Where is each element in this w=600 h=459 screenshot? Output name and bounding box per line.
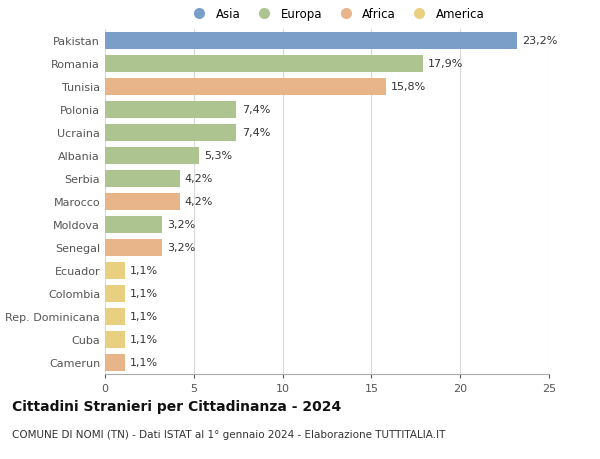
Bar bbox=[105, 125, 236, 141]
Text: 1,1%: 1,1% bbox=[130, 335, 158, 345]
Text: 23,2%: 23,2% bbox=[523, 36, 558, 46]
Text: 15,8%: 15,8% bbox=[391, 82, 426, 92]
Bar bbox=[105, 217, 162, 233]
Text: 5,3%: 5,3% bbox=[205, 151, 233, 161]
Bar bbox=[105, 194, 179, 210]
Text: 1,1%: 1,1% bbox=[130, 358, 158, 368]
Text: 7,4%: 7,4% bbox=[242, 105, 270, 115]
Bar bbox=[105, 331, 125, 348]
Text: 1,1%: 1,1% bbox=[130, 289, 158, 299]
Bar bbox=[105, 102, 236, 118]
Bar bbox=[105, 354, 125, 371]
Text: 7,4%: 7,4% bbox=[242, 128, 270, 138]
Bar bbox=[105, 56, 423, 73]
Text: Cittadini Stranieri per Cittadinanza - 2024: Cittadini Stranieri per Cittadinanza - 2… bbox=[12, 399, 341, 413]
Bar bbox=[105, 285, 125, 302]
Bar bbox=[105, 308, 125, 325]
Bar bbox=[105, 79, 386, 95]
Bar bbox=[105, 148, 199, 164]
Text: 17,9%: 17,9% bbox=[428, 59, 464, 69]
Bar bbox=[105, 33, 517, 50]
Text: 4,2%: 4,2% bbox=[185, 174, 213, 184]
Text: 1,1%: 1,1% bbox=[130, 266, 158, 276]
Text: 1,1%: 1,1% bbox=[130, 312, 158, 322]
Text: 3,2%: 3,2% bbox=[167, 220, 196, 230]
Bar bbox=[105, 263, 125, 279]
Bar bbox=[105, 171, 179, 187]
Legend: Asia, Europa, Africa, America: Asia, Europa, Africa, America bbox=[187, 8, 485, 21]
Bar bbox=[105, 240, 162, 256]
Text: 3,2%: 3,2% bbox=[167, 243, 196, 253]
Text: COMUNE DI NOMI (TN) - Dati ISTAT al 1° gennaio 2024 - Elaborazione TUTTITALIA.IT: COMUNE DI NOMI (TN) - Dati ISTAT al 1° g… bbox=[12, 429, 445, 439]
Text: 4,2%: 4,2% bbox=[185, 197, 213, 207]
